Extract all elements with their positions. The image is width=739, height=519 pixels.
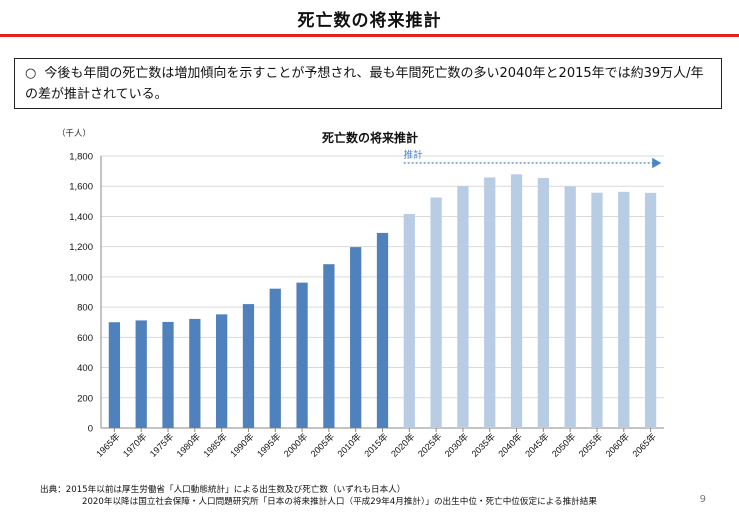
bullet-circle: ○ [25, 66, 37, 81]
x-tick-label: 2005年 [308, 431, 336, 459]
y-tick-label: 800 [77, 303, 93, 314]
bar-2020年 [403, 214, 415, 428]
y-tick-label: 600 [77, 333, 93, 344]
summary-box: ○ 今後も年間の死亡数は増加傾向を示すことが予想され、最も年間死亡数の多い2040… [14, 58, 722, 109]
bar-1975年 [162, 321, 174, 428]
x-tick-label: 2000年 [281, 431, 309, 459]
y-tick-label: 1,400 [69, 212, 93, 223]
x-tick-label: 2065年 [630, 431, 658, 459]
bar-1985年 [216, 314, 228, 428]
y-tick-label: 1,000 [69, 272, 93, 283]
summary-text: 今後も年間の死亡数は増加傾向を示すことが予想され、最も年間死亡数の多い2040年… [25, 66, 704, 102]
bar-1995年 [269, 288, 281, 428]
x-tick-label: 2055年 [576, 431, 604, 459]
death-projection-chart: 死亡数の将来推計 （千人） 0 200 400 600 800 1,000 1,200 1,400… [57, 128, 664, 459]
x-tick-label: 1990年 [228, 431, 256, 459]
bar-2060年 [618, 191, 630, 428]
y-tick-label: 200 [77, 393, 93, 404]
x-tick-label: 1975年 [147, 431, 175, 459]
x-tick-label: 2050年 [549, 431, 577, 459]
title-divider [0, 34, 739, 37]
bar-1990年 [242, 304, 255, 428]
source-note: 出典：2015年以前は厚生労働省「人口動態統計」による出生数及び死亡数（いずれも… [40, 484, 597, 508]
bar-2055年 [591, 192, 603, 428]
bar-1980年 [189, 318, 201, 428]
bar-2015年 [376, 232, 389, 428]
x-tick-label: 1965年 [94, 431, 122, 459]
y-axis-unit-label: （千人） [57, 128, 91, 138]
x-tick-label: 1995年 [254, 431, 282, 459]
y-tick-label: 1,800 [69, 152, 93, 163]
chart-title: 死亡数の将来推計 [322, 130, 418, 145]
y-tick-label: 400 [77, 363, 93, 374]
page-number: 9 [699, 494, 706, 505]
bar-1970年 [135, 320, 147, 428]
chart-area: 死亡数の将来推計 （千人） 0 200 400 600 800 1,000 1,200 1,400… [0, 118, 739, 463]
bar-2040年 [510, 174, 523, 428]
source-line-2: 2020年以降は国立社会保障・人口問題研究所「日本の将来推計人口（平成29年4月… [82, 497, 597, 507]
bar-2010年 [350, 247, 362, 428]
source-line-1: 出典：2015年以前は厚生労働省「人口動態統計」による出生数及び死亡数（いずれも… [40, 485, 406, 495]
x-tick-label: 2015年 [362, 431, 390, 459]
bar-2000年 [296, 282, 308, 428]
slide-title: 死亡数の将来推計 [297, 11, 442, 31]
bar-2035年 [484, 177, 496, 428]
bar-1965年 [108, 322, 121, 428]
x-tick-label: 2025年 [415, 431, 443, 459]
bar-2025年 [430, 197, 442, 428]
projection-label: 推計 [404, 149, 424, 161]
x-tick-label: 2040年 [496, 431, 524, 459]
x-tick-label: 1980年 [174, 431, 202, 459]
x-tick-label: 1970年 [120, 431, 148, 459]
bar-2050年 [564, 186, 576, 428]
bar-2030年 [457, 186, 469, 428]
x-tick-label: 2060年 [603, 431, 631, 459]
y-tick-label: 1,600 [69, 182, 93, 193]
y-tick-label: 0 [88, 424, 93, 435]
x-tick-label: 2010年 [335, 431, 363, 459]
bar-2005年 [323, 264, 335, 428]
y-tick-label: 1,200 [69, 242, 93, 253]
x-tick-label: 2030年 [442, 431, 470, 459]
x-tick-label: 2020年 [388, 431, 416, 459]
bar-2045年 [537, 178, 549, 428]
x-tick-label: 2045年 [522, 431, 550, 459]
x-tick-label: 1985年 [201, 431, 229, 459]
bar-2065年 [644, 192, 657, 428]
x-tick-label: 2035年 [469, 431, 497, 459]
